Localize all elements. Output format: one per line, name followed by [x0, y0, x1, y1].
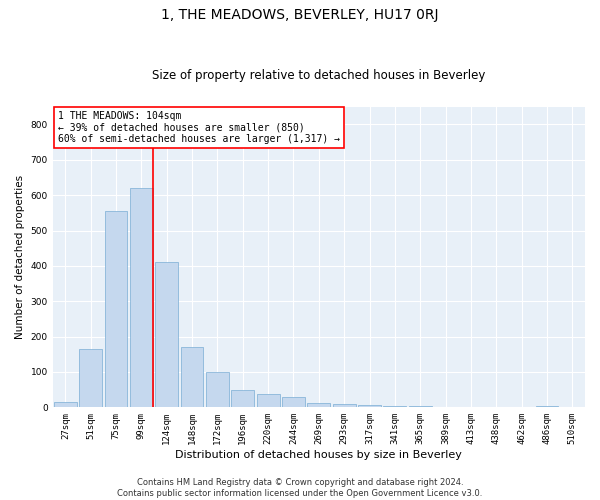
Bar	[333, 404, 356, 407]
Y-axis label: Number of detached properties: Number of detached properties	[15, 175, 25, 339]
X-axis label: Distribution of detached houses by size in Beverley: Distribution of detached houses by size …	[175, 450, 462, 460]
Bar	[307, 403, 330, 407]
Bar	[206, 372, 229, 408]
Bar	[383, 406, 406, 407]
Bar	[181, 347, 203, 408]
Text: Contains HM Land Registry data © Crown copyright and database right 2024.
Contai: Contains HM Land Registry data © Crown c…	[118, 478, 482, 498]
Bar	[358, 405, 381, 407]
Bar	[155, 262, 178, 408]
Bar	[257, 394, 280, 407]
Bar	[409, 406, 431, 407]
Bar	[282, 397, 305, 407]
Bar	[130, 188, 153, 408]
Bar	[54, 402, 77, 407]
Text: 1 THE MEADOWS: 104sqm
← 39% of detached houses are smaller (850)
60% of semi-det: 1 THE MEADOWS: 104sqm ← 39% of detached …	[58, 112, 340, 144]
Title: Size of property relative to detached houses in Beverley: Size of property relative to detached ho…	[152, 69, 485, 82]
Bar	[536, 406, 559, 407]
Bar	[79, 349, 102, 408]
Bar	[104, 211, 127, 408]
Bar	[232, 390, 254, 407]
Text: 1, THE MEADOWS, BEVERLEY, HU17 0RJ: 1, THE MEADOWS, BEVERLEY, HU17 0RJ	[161, 8, 439, 22]
